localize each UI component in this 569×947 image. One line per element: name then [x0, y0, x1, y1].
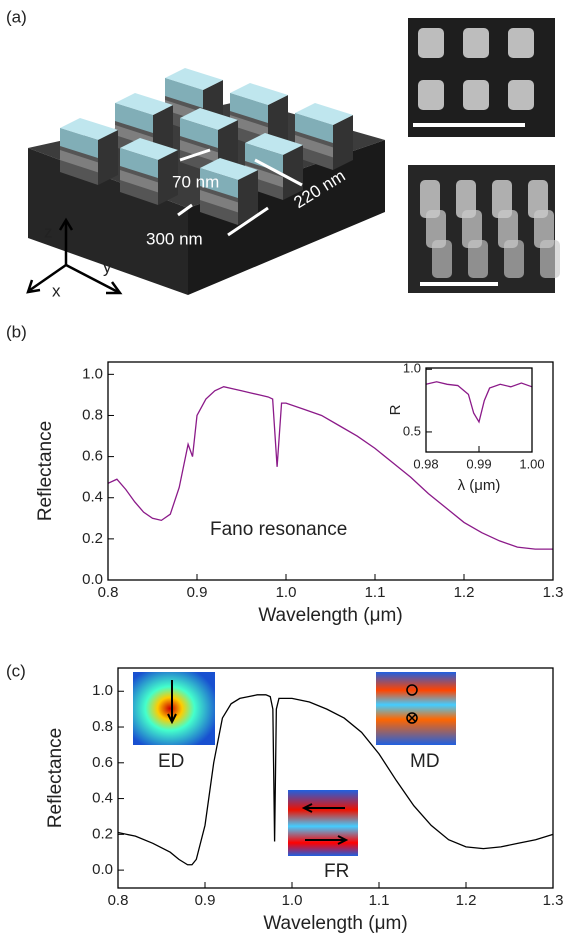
x-tick-label: 1.0: [276, 584, 297, 601]
sem-particle: [432, 240, 452, 278]
x-tick-label: 0.9: [195, 892, 216, 909]
y-tick-label: 0.6: [92, 754, 113, 771]
panel-label: (c): [6, 661, 26, 680]
annotation: Fano resonance: [210, 519, 347, 540]
sem-particle: [468, 240, 488, 278]
sem-particle: [418, 28, 444, 58]
y-tick-label: 0.0: [82, 571, 103, 588]
annotation: MD: [410, 751, 440, 772]
x-tick-label: 0.9: [187, 584, 208, 601]
x-tick-label: 1.3: [543, 892, 564, 909]
y-tick-label: 0.0: [92, 861, 113, 878]
x-axis-label: Wavelength (μm): [258, 605, 402, 626]
schematic: (a) 70 nm 220 nm 300 nm z x y: [6, 7, 560, 300]
x-axis-label: Wavelength (μm): [263, 913, 407, 934]
x-tick-label: 1.2: [456, 892, 477, 909]
dimension: 70 nm: [172, 172, 219, 191]
y-tick-label: 1.0: [403, 361, 421, 376]
sem-particle: [504, 240, 524, 278]
x-tick-label: 0.98: [413, 456, 438, 471]
y-axis-label: R: [387, 404, 404, 415]
inset-bg: [426, 368, 532, 452]
field-map-ed: [133, 672, 215, 745]
field-map-fr: [288, 790, 358, 856]
y-tick-label: 0.5: [403, 423, 421, 438]
dimension: 300 nm: [146, 229, 203, 248]
annotation: FR: [324, 861, 349, 882]
panel-label: (a): [6, 7, 27, 26]
y-tick-label: 0.8: [92, 718, 113, 735]
figure: (a) 70 nm 220 nm 300 nm z x y: [0, 0, 569, 947]
y-tick-label: 0.8: [82, 406, 103, 423]
y-axis-label: Reflectance: [35, 421, 56, 521]
y-tick-label: 1.0: [82, 365, 103, 382]
x-tick-label: 1.1: [365, 584, 386, 601]
y-tick-label: 0.2: [82, 530, 103, 547]
y-tick-label: 0.4: [92, 790, 113, 807]
y-axis-label: Reflectance: [45, 728, 66, 828]
x-tick-label: 0.99: [466, 456, 491, 471]
x-tick-label: 0.8: [108, 892, 129, 909]
x-tick-label: 1.00: [519, 456, 544, 471]
y-tick-label: 0.6: [82, 448, 103, 465]
sem-particle: [508, 28, 534, 58]
x-tick-label: 1.0: [282, 892, 303, 909]
sem-particle: [463, 28, 489, 58]
sem-particle: [508, 80, 534, 110]
x-axis-label: λ (μm): [458, 477, 501, 494]
y-tick-label: 0.2: [92, 825, 113, 842]
axis-name: x: [52, 281, 61, 300]
x-tick-label: 1.3: [543, 584, 564, 601]
sem-particle: [540, 240, 560, 278]
field-map-md: [376, 672, 456, 745]
axis-name: z: [44, 222, 53, 241]
sem-particle: [418, 80, 444, 110]
y-tick-label: 0.4: [82, 489, 103, 506]
x-tick-label: 1.1: [369, 892, 390, 909]
y-tick-label: 1.0: [92, 682, 113, 699]
annotation: ED: [158, 751, 184, 772]
sem-particle: [463, 80, 489, 110]
x-tick-label: 1.2: [454, 584, 475, 601]
axis-name: y: [103, 257, 112, 276]
panel-label: (b): [6, 322, 27, 341]
